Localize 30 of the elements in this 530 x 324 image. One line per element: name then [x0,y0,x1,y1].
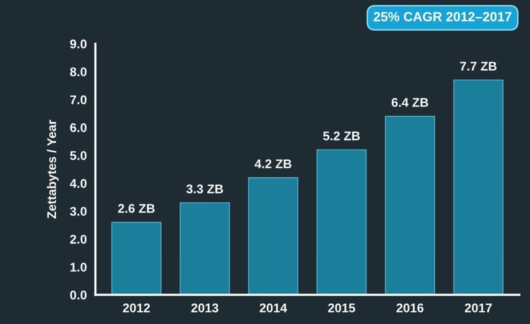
bar [248,177,298,295]
x-tick-label: 2014 [260,304,288,312]
bar [316,149,367,295]
y-tick-label: 9.0 [70,40,87,48]
data-label: 5.2 ZB [323,131,360,140]
data-label: 4.2 ZB [254,159,292,168]
data-label: 6.4 ZB [392,98,428,107]
x-tick-label: 2016 [396,304,424,312]
data-label: 7.7 ZB [460,62,497,70]
x-tick-label: 2013 [191,304,218,312]
y-tick-label: 8.0 [70,67,87,76]
y-tick-label: 6.0 [70,123,87,132]
y-tick-label: 5.0 [70,151,87,160]
data-label: 2.6 ZB [118,204,155,213]
bar [180,202,230,295]
y-tick-label: 3.0 [70,206,87,216]
y-tick-label: 4.0 [70,179,87,188]
bar [111,222,162,295]
bar [453,80,504,295]
y-tick-label: 7.0 [70,95,87,104]
bar [384,116,436,295]
y-tick-label: 0.0 [70,290,87,300]
y-tick-label: 1.0 [70,262,87,272]
x-tick-label: 2015 [328,304,356,312]
x-tick-label: 2017 [464,304,492,312]
x-tick-label: 2012 [122,304,150,312]
text: 25% CAGR 2012–2017 [374,12,512,22]
y-tick-label: 2.0 [70,234,87,244]
y-axis-title: Zettabytes / Year [46,120,59,218]
data-label: 3.3 ZB [186,184,224,194]
